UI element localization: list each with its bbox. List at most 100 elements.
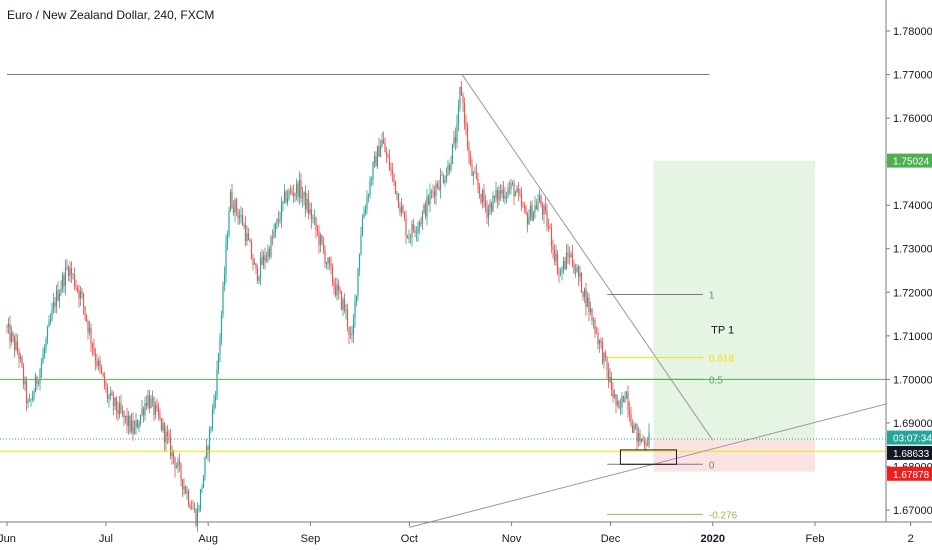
candle-body (337, 284, 340, 290)
candle-body (27, 400, 29, 403)
candle-body (366, 196, 368, 210)
candle-body (34, 376, 37, 393)
candle-body (529, 205, 532, 218)
candle-body (154, 405, 157, 415)
candle-body (94, 353, 97, 361)
candle-body (637, 433, 640, 442)
candle-body (448, 165, 451, 170)
candle-body (21, 356, 23, 367)
candle-body (591, 308, 593, 320)
candle-body (370, 179, 373, 181)
candle-body (120, 403, 122, 412)
candle-body (249, 240, 251, 243)
candle-body (145, 402, 148, 406)
candle-body (369, 180, 371, 196)
candle-body (412, 223, 415, 231)
candle-body (385, 152, 388, 155)
candle-body (252, 258, 254, 265)
candle-body (106, 387, 109, 399)
candle-body (607, 369, 610, 382)
candle-body (579, 272, 581, 277)
candle-body (39, 369, 41, 383)
candle-body (105, 386, 107, 388)
selection-box[interactable] (619, 449, 677, 465)
candle-body (496, 190, 499, 201)
candle-body (523, 206, 526, 207)
candle-body (367, 195, 370, 197)
stop-loss-zone[interactable] (653, 439, 815, 472)
candle-body (373, 156, 376, 163)
candle-body (585, 288, 587, 308)
candle-body (280, 202, 283, 221)
candle-body (130, 420, 133, 432)
candle-body (543, 205, 545, 215)
candle-body (109, 392, 112, 397)
candle-body (118, 403, 121, 415)
candle-body (228, 211, 230, 237)
candle-body (271, 237, 274, 238)
candle-body (135, 420, 137, 428)
candle-body (40, 363, 43, 370)
candle-body (241, 215, 244, 226)
candle-body (186, 491, 188, 494)
candle-body (610, 376, 613, 390)
candle-body (73, 273, 76, 287)
candle-body (132, 420, 134, 434)
fib-level-label: 0.618 (709, 354, 734, 365)
x-tick-label: Jul (99, 533, 113, 545)
candle-body (420, 222, 422, 224)
candle-body (453, 137, 455, 144)
candle-body (384, 143, 386, 153)
candle-body (457, 106, 460, 124)
candle-body (202, 475, 205, 488)
candle-body (342, 299, 344, 310)
candle-body (87, 320, 89, 333)
candle-body (319, 235, 322, 246)
candle-body (283, 191, 286, 201)
candle-body (298, 179, 301, 198)
candle-body (240, 215, 242, 217)
candle-body (184, 486, 187, 494)
candle-body (150, 399, 152, 409)
candle-body (148, 395, 151, 409)
candle-body (537, 202, 539, 210)
candle-body (9, 323, 11, 343)
x-tick-label: Oct (401, 533, 418, 545)
candle-body (270, 237, 272, 257)
candle-body (546, 210, 548, 227)
candle-body (160, 418, 163, 430)
candle-body (421, 212, 424, 224)
candle-body (438, 187, 440, 190)
candle-body (490, 203, 493, 212)
candle-body (285, 191, 287, 203)
long-position-tool[interactable] (653, 160, 815, 472)
candle-body (210, 427, 212, 430)
fibonacci-retracement[interactable]: 1 0.618 0.5 0 -0.276 (607, 290, 738, 521)
fib-level-label: -0.276 (709, 510, 738, 521)
candle-body (574, 272, 577, 274)
candle-body (351, 333, 353, 335)
candle-body (613, 393, 616, 397)
trendline[interactable] (409, 396, 915, 528)
candle-body (108, 396, 110, 399)
candle-body (474, 172, 476, 174)
candle-body (19, 356, 22, 360)
candle-body (451, 143, 454, 164)
candle-body (435, 183, 437, 197)
candle-body (487, 208, 490, 218)
candle-body (121, 411, 124, 412)
candle-body (423, 204, 425, 213)
candle-body (115, 397, 118, 411)
candle-body (502, 189, 505, 199)
candle-body (580, 272, 583, 293)
candle-body (568, 255, 571, 258)
candle-body (166, 431, 169, 437)
candle-body (516, 188, 518, 193)
price-labels: 1.75024 03:07:34 1.68633 1.67878 (887, 153, 932, 481)
candle-body (258, 277, 260, 281)
candle-body (213, 400, 215, 409)
time-axis[interactable]: Jun Jul Aug Sep Oct Nov Dec 2020 Feb 2 (0, 522, 914, 545)
candle-body (307, 199, 310, 214)
profit-zone[interactable] (653, 160, 815, 440)
